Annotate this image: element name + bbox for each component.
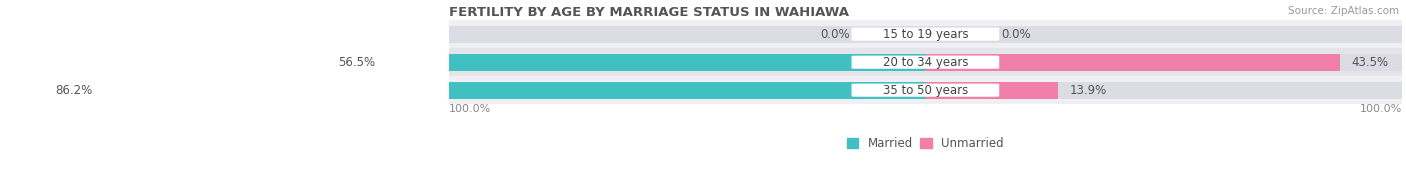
Bar (449, 54, 1402, 71)
Text: 56.5%: 56.5% (339, 56, 375, 69)
Bar (449, 76, 1402, 104)
Text: 100.0%: 100.0% (449, 104, 491, 114)
Text: 13.9%: 13.9% (1070, 84, 1107, 97)
Text: 0.0%: 0.0% (820, 28, 849, 41)
Bar (449, 82, 1402, 99)
Text: Source: ZipAtlas.com: Source: ZipAtlas.com (1288, 6, 1399, 16)
FancyBboxPatch shape (852, 28, 1000, 41)
Bar (104, 82, 925, 99)
Text: 35 to 50 years: 35 to 50 years (883, 84, 967, 97)
Legend: Married, Unmarried: Married, Unmarried (846, 137, 1004, 150)
Text: 20 to 34 years: 20 to 34 years (883, 56, 969, 69)
Text: 86.2%: 86.2% (55, 84, 93, 97)
Bar (387, 54, 925, 71)
Bar (449, 20, 1402, 48)
Text: FERTILITY BY AGE BY MARRIAGE STATUS IN WAHIAWA: FERTILITY BY AGE BY MARRIAGE STATUS IN W… (449, 5, 849, 18)
Bar (925, 54, 1340, 71)
Text: 100.0%: 100.0% (1360, 104, 1402, 114)
Bar (449, 26, 1402, 43)
Text: 43.5%: 43.5% (1351, 56, 1389, 69)
FancyBboxPatch shape (852, 56, 1000, 69)
Bar (449, 48, 1402, 76)
Text: 0.0%: 0.0% (1001, 28, 1031, 41)
Bar (925, 82, 1057, 99)
FancyBboxPatch shape (852, 83, 1000, 97)
Text: 15 to 19 years: 15 to 19 years (883, 28, 969, 41)
